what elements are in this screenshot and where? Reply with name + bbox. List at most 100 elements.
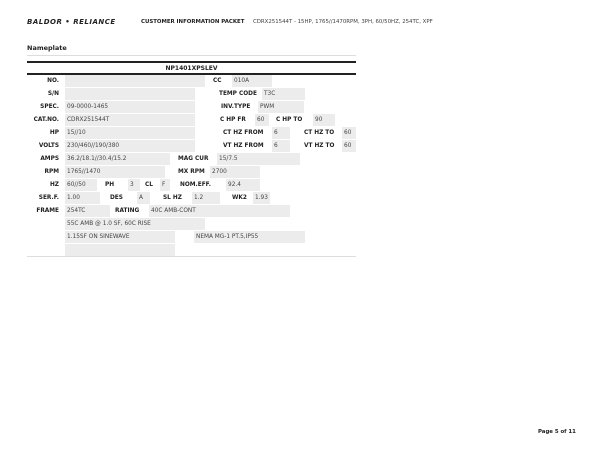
no-label: NO. xyxy=(47,78,59,84)
vt-hz-from-value: 6 xyxy=(274,143,278,149)
value-cell-bg xyxy=(232,75,272,87)
amps-value: 36.2/18.1//30.4/15.2 xyxy=(67,156,127,162)
value-cell-bg xyxy=(65,179,97,191)
cl-label: CL xyxy=(145,182,153,188)
rating-value: 40C AMB-CONT xyxy=(151,208,196,214)
rpm-label: RPM xyxy=(44,169,59,175)
ct-hz-to-value: 60 xyxy=(344,130,352,136)
volts-label: VOLTS xyxy=(38,143,59,149)
sn-label: S/N xyxy=(47,91,59,97)
value-cell-bg xyxy=(65,88,195,100)
amps-label: AMPS xyxy=(40,156,59,162)
wk2-label: WK2 xyxy=(232,195,247,201)
chp-fr-value: 60 xyxy=(257,117,265,123)
value-cell-bg xyxy=(65,127,195,139)
note2-value: 1.15SF ON SINEWAVE xyxy=(67,234,130,240)
des-value: A xyxy=(139,195,143,201)
vt-hz-to-value: 60 xyxy=(344,143,352,149)
spec-label: SPEC. xyxy=(40,104,59,110)
chp-to-value: 90 xyxy=(315,117,323,123)
value-cell-bg xyxy=(65,114,195,126)
value-cell-bg xyxy=(217,153,300,165)
inv-type-value: PWM xyxy=(260,104,275,110)
volts-value: 230/460//190/380 xyxy=(67,143,120,149)
value-cell-bg xyxy=(262,88,305,100)
value-cell-bg xyxy=(342,140,356,152)
wk2-value: 1.93 xyxy=(255,195,268,201)
page-number: Page 5 of 11 xyxy=(538,429,576,435)
value-cell-bg xyxy=(65,153,170,165)
value-cell-bg xyxy=(65,101,195,113)
value-cell-bg xyxy=(272,140,290,152)
hp-label: HP xyxy=(49,130,59,136)
chp-to-label: C HP TO xyxy=(276,117,303,123)
ph-label: PH xyxy=(105,182,115,188)
hz-value: 60//50 xyxy=(67,182,86,188)
inv-type-label: INV.TYPE xyxy=(221,104,251,110)
divider xyxy=(27,55,356,56)
cc-label: CC xyxy=(213,78,222,84)
value-cell-bg xyxy=(65,244,175,256)
value-cell-bg xyxy=(65,166,165,178)
ph-value: 3 xyxy=(130,182,134,188)
value-cell-bg xyxy=(194,231,305,243)
rpm-value: 1765//1470 xyxy=(67,169,101,175)
value-cell-bg xyxy=(137,192,150,204)
value-cell-bg xyxy=(149,205,290,217)
nameplate-title: NP1401XPSLEV xyxy=(165,65,218,72)
serf-label: SER.F. xyxy=(38,195,59,201)
value-cell-bg xyxy=(160,179,170,191)
section-title: Nameplate xyxy=(27,44,67,52)
value-cell-bg xyxy=(255,114,269,126)
des-label: DES xyxy=(110,195,123,201)
divider xyxy=(27,61,356,63)
nom-eff-value: 92.4 xyxy=(228,182,241,188)
value-cell-bg xyxy=(192,192,220,204)
temp-code-value: T3C xyxy=(264,91,276,97)
value-cell-bg xyxy=(65,192,100,204)
value-cell-bg xyxy=(65,205,110,217)
divider xyxy=(27,73,356,75)
mag-cur-label: MAG CUR xyxy=(178,156,209,162)
catno-label: CAT.NO. xyxy=(33,117,59,123)
spec-value: 09-0000-1465 xyxy=(67,104,109,110)
value-cell-bg xyxy=(65,140,195,152)
chp-fr-label: C HP FR xyxy=(220,117,246,123)
mx-rpm-label: MX RPM xyxy=(178,169,205,175)
brand-logo: BALDOR • RELIANCE xyxy=(27,18,116,26)
sl-hz-label: SL HZ xyxy=(163,195,182,201)
value-cell-bg xyxy=(258,101,304,113)
value-cell-bg xyxy=(65,231,175,243)
note3-value: NEMA MG-1 PT.5,IP55 xyxy=(196,234,259,240)
ct-hz-to-label: CT HZ TO xyxy=(304,130,335,136)
value-cell-bg xyxy=(272,127,290,139)
value-cell-bg xyxy=(342,127,356,139)
divider xyxy=(27,256,356,257)
value-cell-bg xyxy=(65,75,205,87)
serf-value: 1.00 xyxy=(67,195,80,201)
value-cell-bg xyxy=(226,179,260,191)
value-cell-bg xyxy=(65,218,205,230)
nom-eff-label: NOM.EFF. xyxy=(180,182,211,188)
temp-code-label: TEMP CODE xyxy=(219,91,257,97)
rating-label: RATING xyxy=(115,208,140,214)
mag-cur-value: 15/7.5 xyxy=(219,156,238,162)
value-cell-bg xyxy=(128,179,140,191)
cl-value: F xyxy=(162,182,166,188)
value-cell-bg xyxy=(210,166,260,178)
ct-hz-from-value: 6 xyxy=(274,130,278,136)
vt-hz-to-label: VT HZ TO xyxy=(304,143,335,149)
catno-value: CDRX251544T xyxy=(67,117,110,123)
value-cell-bg xyxy=(313,114,335,126)
sl-hz-value: 1.2 xyxy=(194,195,204,201)
cc-value: 010A xyxy=(234,78,250,84)
packet-title: CUSTOMER INFORMATION PACKET xyxy=(141,19,245,25)
product-description: CDRX251544T - 15HP, 1765//1470RPM, 3PH, … xyxy=(253,19,433,25)
vt-hz-from-label: VT HZ FROM xyxy=(223,143,264,149)
value-cell-bg xyxy=(253,192,270,204)
hz-label: HZ xyxy=(49,182,59,188)
mx-rpm-value: 2700 xyxy=(212,169,227,175)
frame-value: 254TC xyxy=(67,208,86,214)
ct-hz-from-label: CT HZ FROM xyxy=(223,130,264,136)
